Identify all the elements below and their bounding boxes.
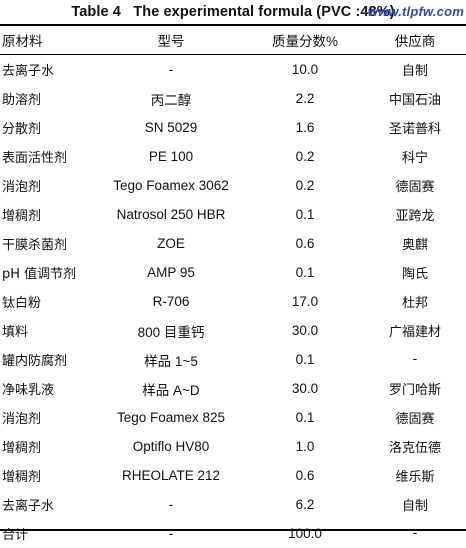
cell-material: 罐内防腐剂 — [2, 354, 68, 369]
cell-model: Natrosol 250 HBR — [116, 207, 226, 222]
cell-material: 消泡剂 — [2, 180, 42, 195]
cell-material: 助溶剂 — [2, 93, 42, 108]
table-row: 消泡剂 Tego Foamex 825 0.1 德固赛 — [0, 403, 466, 432]
cell-mass-fraction: 30.0 — [291, 381, 319, 396]
cell-supplier: 陶氏 — [401, 267, 428, 282]
cell-supplier: 圣诺普科 — [388, 122, 441, 137]
cell-material: 表面活性剂 — [2, 151, 68, 166]
cell-material: 去离子水 — [2, 64, 55, 79]
table-row: 钛白粉 R-706 17.0 杜邦 — [0, 287, 466, 316]
column-header-model: 型号 — [157, 34, 185, 49]
cell-material: 填料 — [2, 325, 29, 340]
table-row: 增稠剂 Natrosol 250 HBR 0.1 亚跨龙 — [0, 200, 466, 229]
cell-mass-fraction: 6.2 — [295, 497, 315, 512]
cell-mass-fraction: 30.0 — [291, 323, 319, 338]
top-rule — [0, 24, 466, 26]
table-row: 罐内防腐剂 样品 1~5 0.1 - — [0, 345, 466, 374]
cell-model: ZOE — [157, 236, 185, 251]
cell-mass-fraction: 0.1 — [295, 410, 315, 425]
cell-material: 增稠剂 — [2, 209, 42, 224]
cell-model: 样品 1~5 — [144, 353, 198, 369]
cell-mass-fraction: 0.2 — [295, 149, 315, 164]
cell-material: 增稠剂 — [2, 470, 42, 485]
cell-model: - — [168, 497, 174, 512]
cell-model: - — [168, 62, 174, 77]
cell-model: PE 100 — [148, 149, 194, 164]
cell-supplier: 亚跨龙 — [395, 209, 435, 224]
table-row: 净味乳液 样品 A~D 30.0 罗门哈斯 — [0, 374, 466, 403]
cell-mass-fraction: 0.1 — [295, 352, 315, 367]
cell-material: 钛白粉 — [2, 296, 42, 311]
cell-supplier: 维乐斯 — [395, 470, 435, 485]
cell-model: R-706 — [152, 294, 190, 309]
cell-supplier: 科宁 — [401, 151, 428, 166]
cell-supplier: - — [412, 352, 418, 367]
table-row: 去离子水 - 6.2 自制 — [0, 490, 466, 519]
cell-material: 合计 — [2, 528, 29, 543]
cell-material: pH 值调节剂 — [2, 267, 77, 282]
cell-supplier: 德固赛 — [395, 412, 435, 427]
table-row: 增稠剂 Optiflo HV80 1.0 洛克伍德 — [0, 432, 466, 461]
cell-model: 丙二醇 — [150, 92, 192, 108]
cell-mass-fraction: 0.1 — [295, 265, 315, 280]
cell-model: 样品 A~D — [142, 382, 200, 398]
cell-material: 分散剂 — [2, 122, 42, 137]
cell-mass-fraction: 1.0 — [295, 439, 315, 454]
table-row: 去离子水 - 10.0 自制 — [0, 55, 466, 84]
cell-supplier: 德固赛 — [395, 180, 435, 195]
table-row: 表面活性剂 PE 100 0.2 科宁 — [0, 142, 466, 171]
header-rule — [0, 54, 466, 55]
cell-mass-fraction: 0.1 — [295, 207, 315, 222]
cell-supplier: 罗门哈斯 — [388, 383, 441, 398]
cell-mass-fraction: 0.6 — [295, 468, 315, 483]
cell-model: RHEOLATE 212 — [121, 468, 221, 483]
cell-model: Optiflo HV80 — [132, 439, 210, 454]
cell-supplier: 中国石油 — [388, 93, 441, 108]
table-row: pH 值调节剂 AMP 95 0.1 陶氏 — [0, 258, 466, 287]
cell-mass-fraction: 17.0 — [291, 294, 319, 309]
cell-supplier: 杜邦 — [401, 296, 428, 311]
cell-mass-fraction: 0.2 — [295, 178, 315, 193]
cell-material: 净味乳液 — [2, 383, 55, 398]
cell-material: 增稠剂 — [2, 441, 42, 456]
column-header-supplier: 供应商 — [394, 34, 436, 50]
cell-mass-fraction: 2.2 — [295, 91, 315, 106]
table-caption: Table 4 The experimental formula (PVC :4… — [71, 4, 395, 20]
cell-material: 去离子水 — [2, 499, 55, 514]
table-row: 干膜杀菌剂 ZOE 0.6 奥麒 — [0, 229, 466, 258]
table-row: 分散剂 SN 5029 1.6 圣诺普科 — [0, 113, 466, 142]
column-header-material: 原材料 — [2, 34, 43, 50]
cell-model: SN 5029 — [144, 120, 198, 135]
table-row: 增稠剂 RHEOLATE 212 0.6 维乐斯 — [0, 461, 466, 490]
cell-model: Tego Foamex 825 — [116, 410, 226, 425]
table-header: 原材料 型号 质量分数% 供应商 — [0, 26, 466, 54]
cell-supplier: 奥麒 — [401, 238, 428, 253]
cell-supplier: 自制 — [401, 64, 428, 79]
table-row: 合计 -100.0- — [0, 519, 466, 548]
table-row: 填料 800 目重钙 30.0 广福建材 — [0, 316, 466, 345]
cell-material: 干膜杀菌剂 — [2, 238, 68, 253]
cell-mass-fraction: 10.0 — [291, 62, 319, 77]
bottom-rule — [0, 529, 466, 531]
table-row: 助溶剂 丙二醇 2.2 中国石油 — [0, 84, 466, 113]
cell-model: Tego Foamex 3062 — [113, 178, 229, 193]
cell-supplier: 洛克伍德 — [388, 441, 441, 456]
watermark-text: www.tlpfw.com — [367, 4, 464, 19]
cell-mass-fraction: 1.6 — [295, 120, 315, 135]
cell-mass-fraction: 0.6 — [295, 236, 315, 251]
column-header-mass-fraction: 质量分数% — [271, 34, 338, 49]
cell-supplier: 广福建材 — [388, 325, 441, 340]
cell-supplier: 自制 — [401, 499, 428, 514]
cell-model: 800 目重钙 — [137, 324, 205, 340]
cell-model: AMP 95 — [147, 265, 195, 280]
table-row: 消泡剂 Tego Foamex 3062 0.2 德固赛 — [0, 171, 466, 200]
cell-material: 消泡剂 — [2, 412, 42, 427]
